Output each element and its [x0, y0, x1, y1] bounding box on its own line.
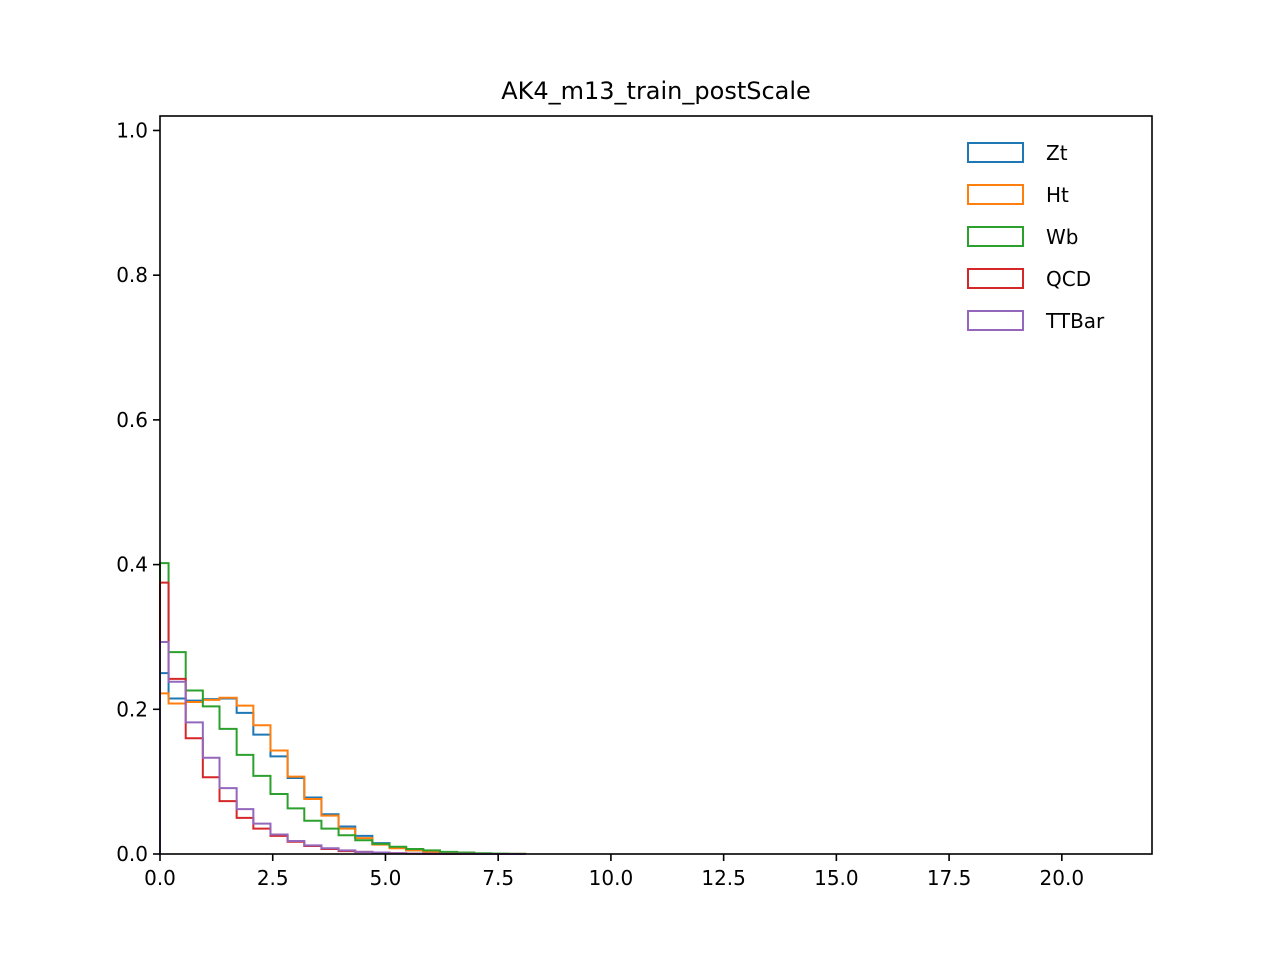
chart-title: AK4_m13_train_postScale: [501, 77, 811, 105]
y-tick-label: 0.8: [116, 263, 148, 287]
plot-frame: [159, 115, 1153, 855]
x-axis: 0.0 2.5 5.0 7.5 10.0 12.5 15.0 17.5 20.0: [144, 854, 1084, 890]
x-tick-label: 2.5: [257, 866, 289, 890]
y-tick-label: 0.6: [116, 408, 148, 432]
legend-label-qcd: QCD: [1046, 267, 1091, 291]
legend: Zt Ht Wb QCD TTBar: [967, 141, 1105, 333]
x-tick-label: 17.5: [927, 866, 972, 890]
legend-swatch-qcd: [967, 268, 1024, 289]
legend-label-wb: Wb: [1046, 225, 1078, 249]
legend-label-ttbar: TTBar: [1045, 309, 1105, 333]
legend-swatch-zt: [967, 142, 1024, 163]
x-tick-label: 7.5: [482, 866, 514, 890]
legend-swatch-wb: [967, 226, 1024, 247]
y-tick-label: 1.0: [116, 118, 148, 142]
series-line-wb: [159, 562, 527, 855]
y-tick-label: 0.2: [116, 697, 148, 721]
x-tick-label: 12.5: [701, 866, 746, 890]
legend-swatch-ht: [967, 184, 1024, 205]
x-tick-label: 20.0: [1040, 866, 1085, 890]
x-tick-label: 0.0: [144, 866, 176, 890]
x-tick-label: 15.0: [814, 866, 859, 890]
y-tick-label: 0.4: [116, 553, 148, 577]
x-tick-label: 10.0: [589, 866, 634, 890]
legend-label-ht: Ht: [1046, 183, 1069, 207]
legend-swatch-ttbar: [967, 310, 1024, 331]
y-tick-label: 0.0: [116, 842, 148, 866]
y-axis: 0.0 0.2 0.4 0.6 0.8 1.0: [116, 118, 160, 866]
x-tick-label: 5.0: [370, 866, 402, 890]
legend-label-zt: Zt: [1046, 141, 1068, 165]
